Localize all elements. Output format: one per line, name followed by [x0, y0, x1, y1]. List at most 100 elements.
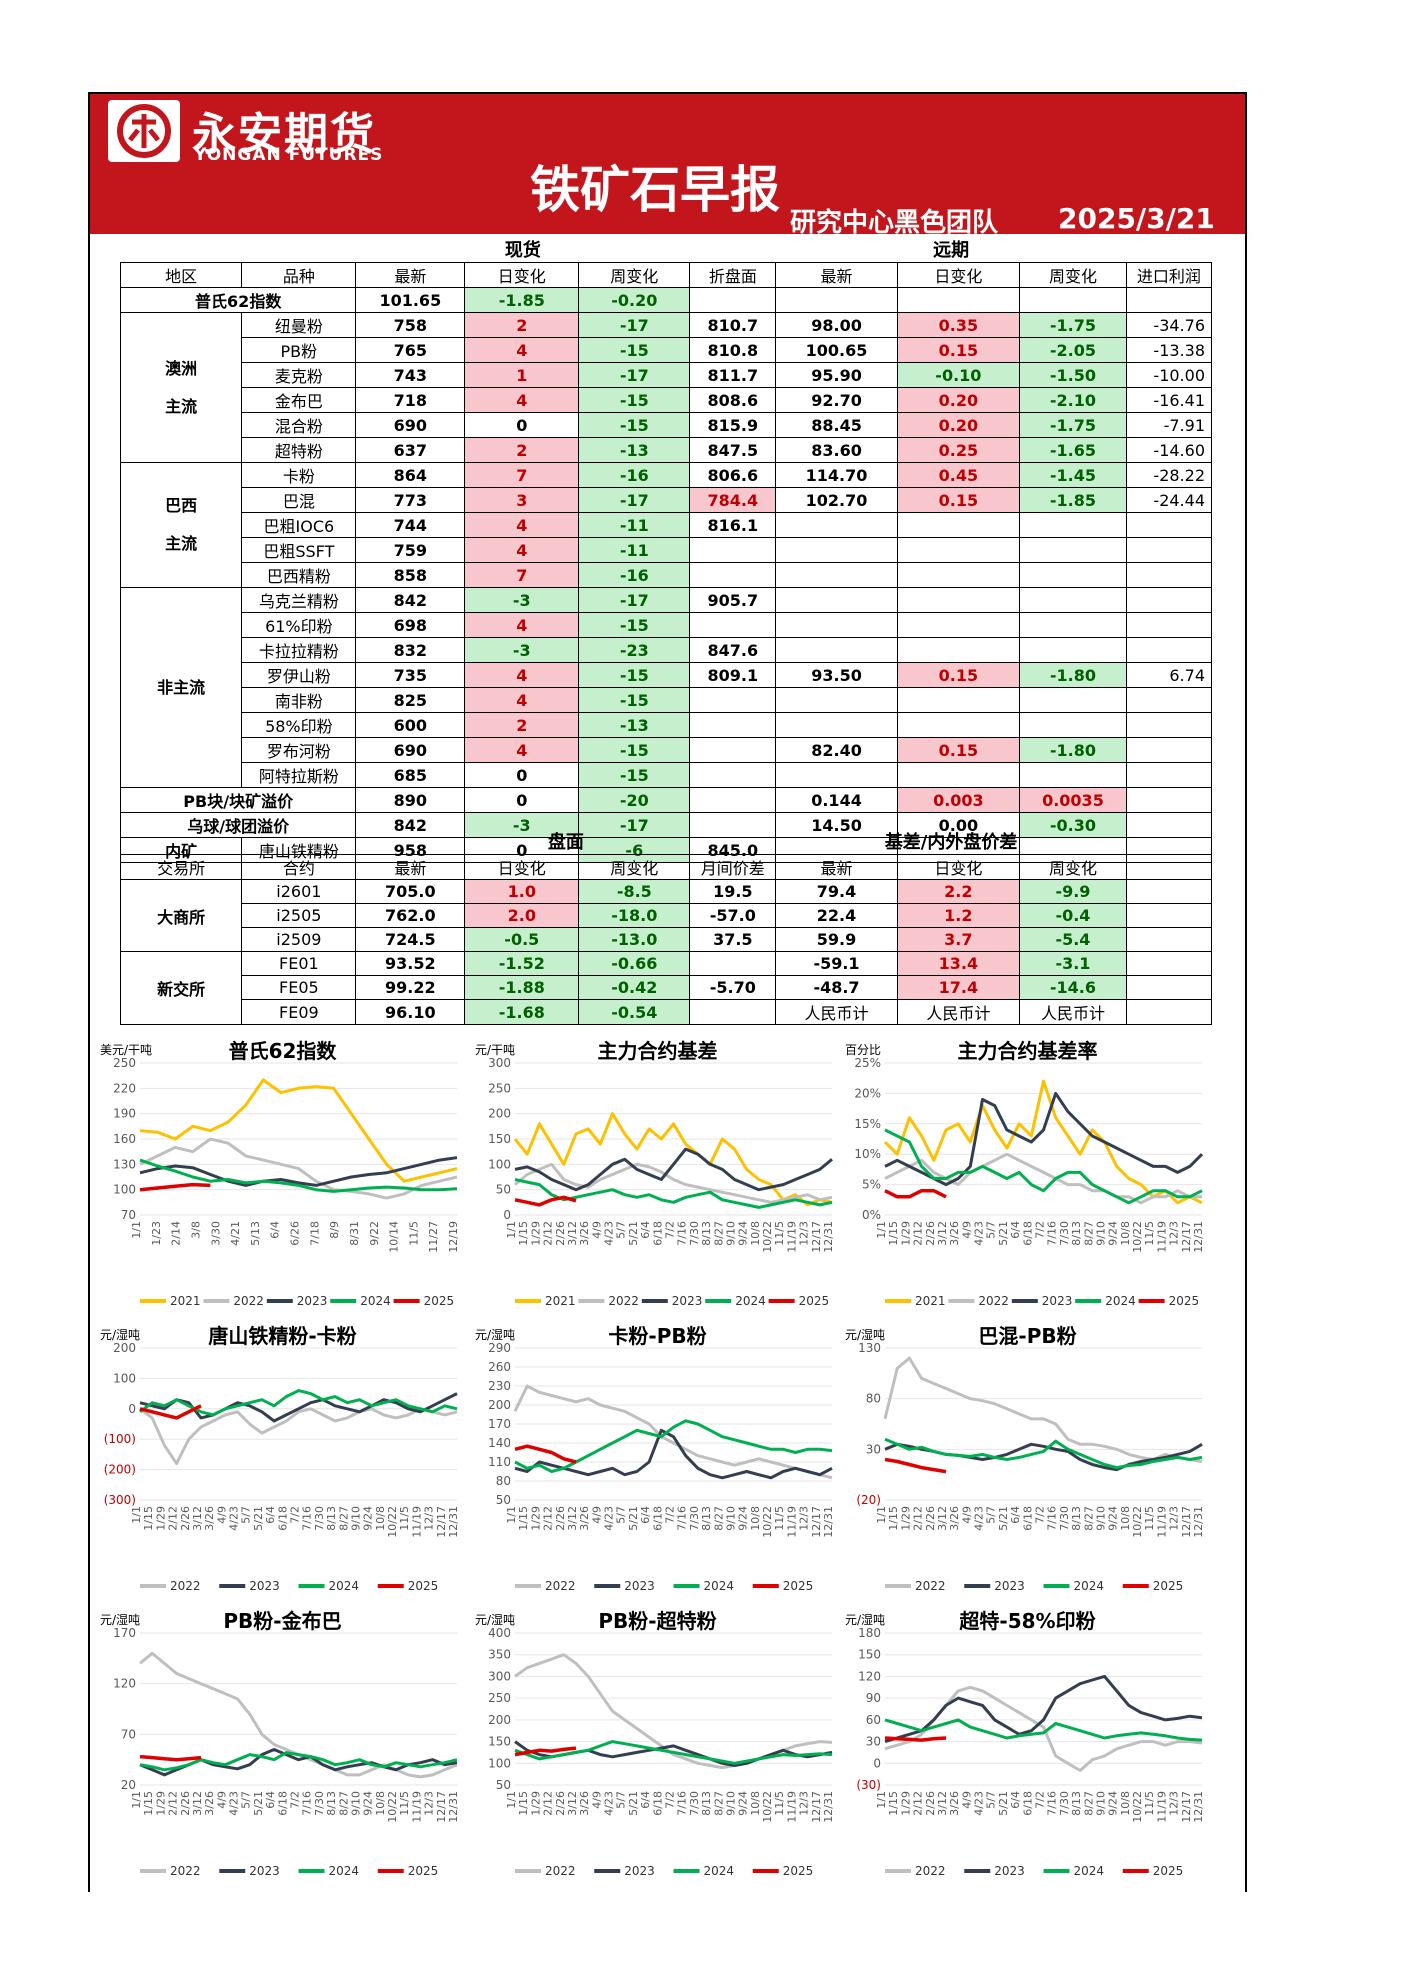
legend-label: 2025 [1153, 1579, 1184, 1593]
x-tick-label: 11/5 [407, 1221, 420, 1246]
legend-label: 2025 [424, 1294, 455, 1308]
empty-cell [1019, 287, 1127, 313]
forward-day-change: 0.15 [896, 662, 1021, 688]
x-tick-label: 4/23 [973, 1506, 986, 1531]
table-row: 巴西 主流 卡粉 864 7 -16 806.6 114.70 0.45 -1.45 -28.22 [119, 462, 1213, 588]
y-tick-label: 60 [866, 1713, 881, 1727]
x-tick-label: 4/23 [228, 1791, 241, 1816]
spot-day-change: 4 [464, 737, 580, 763]
spot-week-change: -17 [578, 587, 691, 613]
series-line-2022 [139, 1407, 458, 1465]
legend-label: 2021 [915, 1294, 946, 1308]
series-line-2024 [884, 1437, 1203, 1470]
contract-latest: 96.10 [355, 999, 466, 1025]
x-tick-label: 12/31 [822, 1506, 835, 1538]
x-tick-label: 12/17 [810, 1791, 823, 1823]
empty-cell [1125, 787, 1213, 813]
import-profit [1125, 737, 1213, 763]
x-tick-label: 7/30 [688, 1791, 701, 1816]
x-tick-label: 12/17 [810, 1506, 823, 1538]
x-tick-label: 4/9 [960, 1506, 973, 1524]
x-tick-label: 1/29 [899, 1506, 912, 1531]
x-tick-label: 5/7 [615, 1791, 628, 1809]
fold-disk-price [689, 687, 777, 713]
ore-name: 61%印粉 [241, 612, 357, 638]
spot-day-change: 4 [464, 512, 580, 538]
spot-latest: 858 [355, 562, 466, 588]
basis-day-change: 3.7 [896, 927, 1021, 952]
chart-title: 唐山铁精粉-卡粉 [208, 1324, 357, 1348]
x-tick-label: 3/26 [578, 1791, 591, 1816]
spot-section-title: 现货 [355, 236, 690, 263]
legend-label: 2024 [1105, 1294, 1136, 1308]
x-tick-label: 1/29 [899, 1221, 912, 1246]
x-tick-label: 11/5 [773, 1791, 786, 1816]
ore-name: 混合粉 [241, 412, 357, 438]
contract-day-change: -0.5 [464, 927, 580, 952]
forward-day-change: -0.10 [896, 362, 1021, 388]
forward-day-change: 0.003 [896, 787, 1021, 813]
forward-day-change [896, 687, 1021, 713]
x-tick-label: 11/19 [1155, 1791, 1168, 1823]
column-header: 日变化 [464, 262, 580, 288]
x-tick-label: 10/22 [761, 1791, 774, 1823]
legend-label: 2024 [360, 1294, 391, 1308]
table-row: 非主流 乌克兰精粉 842 -3 -17 905.7 [119, 587, 1213, 788]
forward-latest [775, 687, 898, 713]
forward-week-change [1019, 612, 1127, 638]
import-profit: -7.91 [1125, 412, 1213, 438]
x-tick-label: 2/12 [542, 1221, 555, 1246]
x-tick-label: 8/27 [337, 1791, 350, 1816]
spot-day-change: 4 [464, 387, 580, 413]
column-header: 最新 [355, 854, 466, 880]
x-tick-label: 6/18 [276, 1506, 289, 1531]
column-header: 最新 [355, 262, 466, 288]
x-tick-label: 2/26 [554, 1506, 567, 1531]
spot-day-change: 3 [464, 487, 580, 513]
series-line-2025 [514, 1195, 577, 1207]
x-tick-label: 4/23 [973, 1791, 986, 1816]
forward-latest: 83.60 [775, 437, 898, 463]
chart-1: 250 220 190 160 130 100 70 1/1 1/23 2/14 3/8 3/30 4/… [100, 1035, 465, 1315]
x-tick-label: 1/15 [517, 1791, 530, 1816]
forward-week-change [1019, 762, 1127, 788]
fold-disk-price: 810.8 [689, 337, 777, 363]
x-tick-label: 8/27 [337, 1506, 350, 1531]
fold-disk-price: 808.6 [689, 387, 777, 413]
x-tick-label: 8/13 [1070, 1506, 1083, 1531]
spot-day-change: -3 [464, 587, 580, 613]
x-tick-label: 11/5 [398, 1506, 411, 1531]
x-tick-label: 6/4 [269, 1221, 282, 1239]
forward-latest: 102.70 [775, 487, 898, 513]
y-tick-label: 150 [858, 1648, 881, 1662]
contract-week-change: -0.54 [578, 999, 691, 1025]
y-tick-label: 250 [113, 1056, 136, 1070]
forward-week-change: -1.85 [1019, 487, 1127, 513]
legend-label: 2025 [408, 1579, 439, 1593]
x-tick-label: 10/8 [749, 1506, 762, 1531]
x-tick-label: 9/10 [724, 1791, 737, 1816]
x-tick-label: 1/1 [875, 1221, 888, 1239]
table-row: 58%印粉 600 2 -13 [121, 712, 1213, 738]
y-tick-label: 50 [496, 1778, 511, 1792]
exchange-label: 大商所 [119, 879, 243, 952]
x-tick-label: 4/23 [603, 1791, 616, 1816]
chart-5: 290 260 230 200 170 140 110 80 50 1/1 1/15 1/29 2/12… [475, 1320, 840, 1600]
series-line-2023 [884, 1674, 1203, 1744]
x-tick-label: 12/3 [1168, 1791, 1181, 1816]
import-profit: -16.41 [1125, 387, 1213, 413]
y-tick-label: 400 [488, 1626, 511, 1640]
x-tick-label: 5/7 [615, 1506, 628, 1524]
spot-day-change: 0 [464, 412, 580, 438]
x-tick-label: 6/4 [1009, 1221, 1022, 1239]
legend-label: 2025 [783, 1864, 814, 1878]
x-tick-label: 10/8 [749, 1791, 762, 1816]
ore-name: 巴粗IOC6 [241, 512, 357, 538]
ore-name: 麦克粉 [241, 362, 357, 388]
basis-week-change: -0.4 [1019, 903, 1127, 928]
legend-label: 2024 [1074, 1864, 1105, 1878]
fold-disk-price [689, 562, 777, 588]
fold-disk-price [689, 712, 777, 738]
y-tick-label: 0 [873, 1756, 881, 1770]
forward-week-change: -1.80 [1019, 662, 1127, 688]
